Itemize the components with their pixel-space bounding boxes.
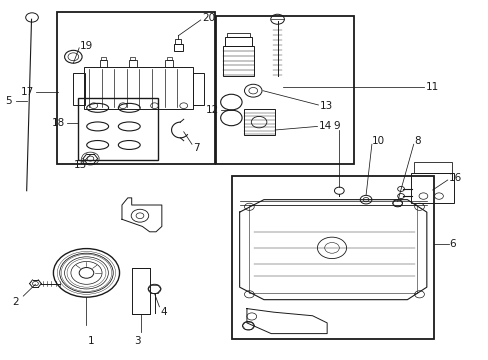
Bar [131, 267, 150, 314]
Text: 13: 13 [319, 101, 332, 111]
Text: 20: 20 [202, 13, 215, 23]
Bar [57, 12, 215, 164]
Text: 16: 16 [448, 173, 461, 183]
Text: 10: 10 [371, 136, 384, 147]
Bar [100, 60, 107, 67]
Text: 2: 2 [13, 297, 19, 307]
Bar [174, 44, 183, 51]
Text: 8: 8 [414, 136, 421, 147]
Text: 18: 18 [51, 118, 64, 128]
Text: 17: 17 [21, 87, 34, 98]
Bar [166, 57, 171, 60]
Bar [193, 73, 203, 105]
Bar [249, 205, 416, 293]
Bar [222, 46, 254, 76]
Text: 11: 11 [425, 82, 438, 92]
Text: 9: 9 [333, 121, 340, 131]
Bar [224, 37, 251, 46]
Text: 6: 6 [449, 239, 455, 249]
Bar [130, 57, 135, 60]
Text: 4: 4 [161, 307, 167, 317]
Bar [232, 176, 433, 339]
Bar [175, 39, 181, 44]
Bar [73, 73, 84, 105]
Text: 5: 5 [5, 96, 12, 107]
Bar [226, 33, 249, 37]
Text: 1: 1 [88, 337, 94, 346]
Bar [84, 67, 193, 109]
Text: 12: 12 [205, 105, 219, 115]
Bar [78, 98, 158, 160]
Bar [410, 173, 453, 203]
Bar [165, 60, 173, 67]
Bar [413, 162, 451, 173]
Text: 3: 3 [134, 337, 141, 346]
Text: 14: 14 [318, 121, 331, 131]
Bar [216, 16, 353, 164]
Text: 15: 15 [74, 160, 87, 170]
Bar [243, 109, 275, 135]
Bar [128, 60, 136, 67]
Bar [101, 57, 106, 60]
Text: 19: 19 [80, 41, 93, 51]
Text: 7: 7 [193, 143, 199, 153]
